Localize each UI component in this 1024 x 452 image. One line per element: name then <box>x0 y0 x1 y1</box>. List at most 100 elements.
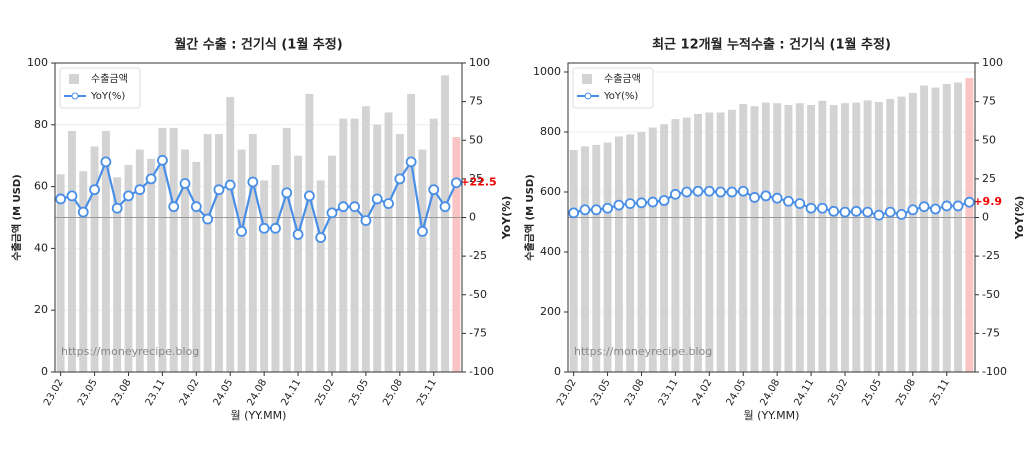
bar <box>113 177 122 372</box>
yoy-point <box>405 156 417 168</box>
plot-frame <box>54 62 463 373</box>
x-tick-label: 25.11 <box>928 378 952 408</box>
yoy-point <box>873 209 885 221</box>
bar <box>626 134 635 372</box>
x-tick-label: 24.05 <box>725 378 749 408</box>
x-axis-label: 월 (YY.MM) <box>231 409 287 422</box>
bar <box>807 105 816 372</box>
x-tick-label: 24.02 <box>691 378 715 408</box>
bar <box>852 102 861 372</box>
bar <box>931 87 940 372</box>
bar <box>716 112 725 372</box>
yoy-point <box>963 196 975 208</box>
bar <box>260 180 269 372</box>
chart-title: 월간 수출 : 건기식 (1월 추정) <box>174 37 342 53</box>
yoy-point <box>794 198 806 209</box>
yoy-point <box>157 154 168 166</box>
bar <box>158 127 167 372</box>
y2-tick-label: -50 <box>982 288 1000 301</box>
yoy-point <box>658 195 670 206</box>
yoy-point <box>179 178 191 189</box>
bar <box>795 103 804 372</box>
x-tick-label: 23.02 <box>555 378 579 408</box>
bar <box>237 149 246 372</box>
legend-swatch <box>584 92 592 100</box>
legend-swatch <box>69 74 79 84</box>
x-tick-label: 24.02 <box>178 378 202 408</box>
bar <box>384 112 393 372</box>
bar <box>429 118 438 373</box>
x-tick-label: 23.11 <box>657 378 681 408</box>
yoy-point <box>224 179 236 191</box>
legend-swatch <box>71 92 79 100</box>
yoy-point <box>100 156 112 168</box>
yoy-point <box>579 204 591 216</box>
bar <box>373 124 382 372</box>
yoy-point <box>202 213 214 225</box>
yoy-point <box>134 184 146 196</box>
yoy-point <box>636 197 647 209</box>
yoy-point <box>303 190 315 202</box>
legend-box <box>572 67 654 109</box>
yoy-point <box>828 205 840 217</box>
bar <box>395 134 404 372</box>
x-tick-label: 23.08 <box>110 378 134 408</box>
yoy-point <box>760 190 772 202</box>
x-tick-label: 24.11 <box>792 378 816 408</box>
y2-tick-label: -25 <box>982 249 1000 262</box>
x-tick-label: 23.05 <box>589 378 613 408</box>
bar <box>954 82 962 372</box>
source: https://moneyrecipe.blog <box>61 345 199 358</box>
y2-tick-label: 0 <box>469 211 476 224</box>
yoy-point <box>55 193 67 205</box>
bar <box>784 105 793 372</box>
bar <box>863 100 872 372</box>
y2-axis-label: YoY(%) <box>500 196 513 241</box>
y2-tick-label: 25 <box>469 172 483 185</box>
y2-axis-label: YoY(%) <box>1013 196 1024 241</box>
yoy-point <box>907 204 919 216</box>
bar <box>603 142 612 372</box>
y2-tick-label: 25 <box>982 172 996 185</box>
bar <box>660 124 669 372</box>
yoy-point <box>692 185 704 197</box>
y-tick-label: 40 <box>34 241 48 254</box>
plot-frame <box>567 62 976 373</box>
bar <box>101 130 110 372</box>
yoy-point <box>394 173 406 185</box>
yoy-point <box>783 195 794 207</box>
bar <box>705 112 714 372</box>
y-tick-label: 0 <box>41 365 48 378</box>
bar <box>248 134 257 372</box>
yoy-point <box>439 201 451 213</box>
x-tick-label: 24.11 <box>279 378 303 408</box>
bar <box>203 134 212 372</box>
bar <box>592 144 601 372</box>
bar <box>942 84 951 372</box>
bar <box>694 114 702 372</box>
y-tick-label: 100 <box>27 56 48 69</box>
x-tick-label: 23.02 <box>42 378 66 408</box>
bar <box>761 102 770 372</box>
y2-tick-label: -50 <box>469 288 487 301</box>
yoy-point <box>315 232 327 243</box>
yoy-point <box>326 207 338 219</box>
bar <box>305 93 314 373</box>
y-axis-label: 수출금액 (M USD) <box>10 174 23 260</box>
bar <box>350 118 359 373</box>
yoy-point <box>941 200 953 212</box>
bar <box>886 99 895 372</box>
bar <box>361 106 370 372</box>
bar <box>965 78 974 372</box>
y-tick-label: 1000 <box>533 65 561 78</box>
bar <box>169 127 178 372</box>
y2-tick-label: -75 <box>469 326 487 339</box>
yoy-point <box>839 206 851 218</box>
yoy-point <box>670 188 681 200</box>
yoy-point <box>771 192 783 204</box>
bar <box>569 150 578 372</box>
legend-label: 수출금액 <box>604 73 641 85</box>
bar <box>147 158 156 372</box>
chart-title: 최근 12개월 누적수출 : 건기식 (1월 추정) <box>652 37 891 53</box>
yoy-point <box>450 177 462 189</box>
